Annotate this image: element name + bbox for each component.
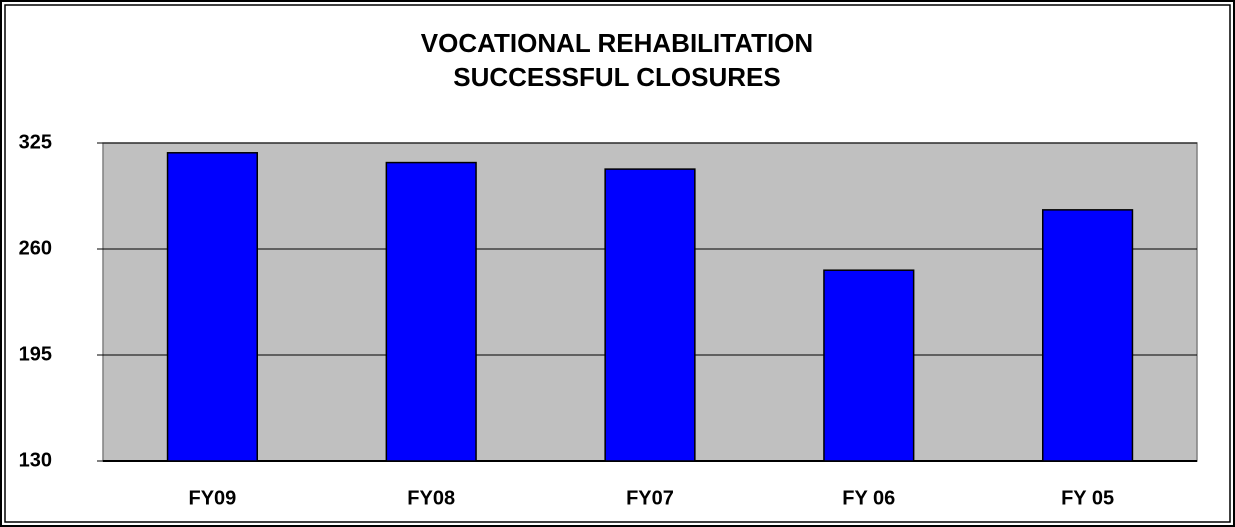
inner-frame: [4, 4, 1231, 523]
bar: [1041, 209, 1134, 462]
chart-title: VOCATIONAL REHABILITATION: [421, 28, 813, 58]
y-tick-label: 325: [19, 131, 52, 153]
x-tick-label: FY09: [188, 487, 236, 509]
bar: [385, 161, 477, 462]
x-tick-label: FY 06: [842, 487, 895, 509]
x-tick-label: FY07: [626, 487, 674, 509]
chart-title: SUCCESSFUL CLOSURES: [453, 62, 780, 92]
y-tick-label: 260: [19, 237, 52, 259]
bar: [166, 152, 259, 462]
bar: [604, 168, 696, 462]
x-tick-label: FY08: [407, 487, 455, 509]
y-tick-label: 195: [19, 343, 52, 365]
y-tick-label: 130: [19, 449, 52, 471]
x-tick-label: FY 05: [1061, 487, 1114, 509]
bar: [823, 269, 915, 462]
